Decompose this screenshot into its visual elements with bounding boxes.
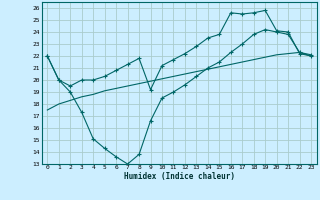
X-axis label: Humidex (Indice chaleur): Humidex (Indice chaleur) xyxy=(124,172,235,181)
